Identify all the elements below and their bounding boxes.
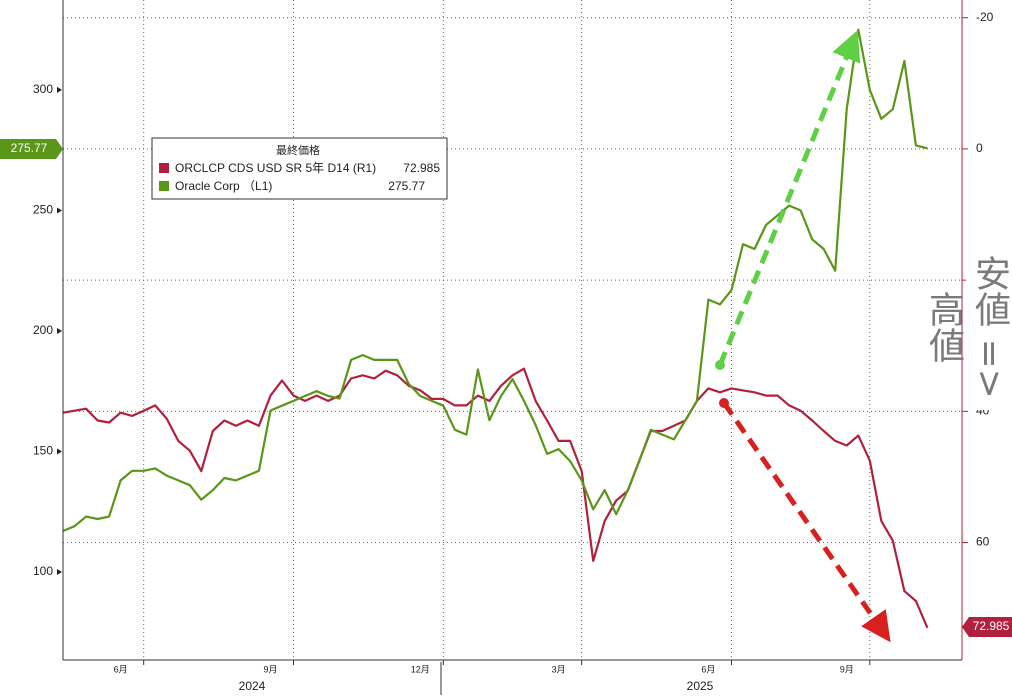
badge [0,139,63,159]
legend-label: ORCLCP CDS USD SR 5年 D14 (R1) [175,161,376,175]
y-tick [57,448,62,455]
year-label: 2025 [687,679,714,693]
legend-swatch [159,181,169,191]
legend-title: 最終価格 [276,143,320,157]
y-tick-label: 300 [33,82,53,96]
annotation: 安値 => 高値 [923,244,1012,410]
y-tick-label: 250 [33,203,53,217]
badge [962,617,1012,637]
year-label: 2024 [239,679,266,693]
y2-tick-label: 0 [976,141,983,155]
y-tick-label: 100 [33,564,53,578]
last-value-right: 72.985 [962,617,1012,637]
legend-value: 72.985 [403,161,440,175]
up-arrow [717,30,861,366]
y2-tick-label: 60 [976,535,990,549]
badge-label: 72.985 [973,619,1010,633]
last-value-left: 275.77 [0,139,63,159]
y-tick [57,569,62,576]
y-tick [57,327,62,334]
x-tick-label: 6月 [701,664,715,674]
legend-swatch [159,163,169,173]
arrow-start [715,360,725,370]
y-tick [57,207,62,214]
legend-label: Oracle Corp （L1) [175,179,272,193]
y-tick-label: 150 [33,444,53,458]
lines [62,28,929,629]
legend-value: 275.77 [388,179,425,193]
x-tick-label: 6月 [114,664,128,674]
x-tick-label: 9月 [840,664,854,674]
series-line [62,367,929,629]
x-tick-label: 3月 [552,664,566,674]
legend: 最終価格 ORCLCP CDS USD SR 5年 D14 (R1) 72.98… [151,137,448,200]
legend-box [151,137,448,200]
badge-label: 275.77 [11,141,48,155]
x-tick-label: 12月 [411,664,430,674]
y2-tick-label: -20 [976,10,994,24]
arrow-start [719,398,729,408]
x-tick-label: 9月 [263,664,277,674]
y-tick [57,86,62,93]
down-arrow [721,401,891,643]
y-tick-label: 200 [33,323,53,337]
